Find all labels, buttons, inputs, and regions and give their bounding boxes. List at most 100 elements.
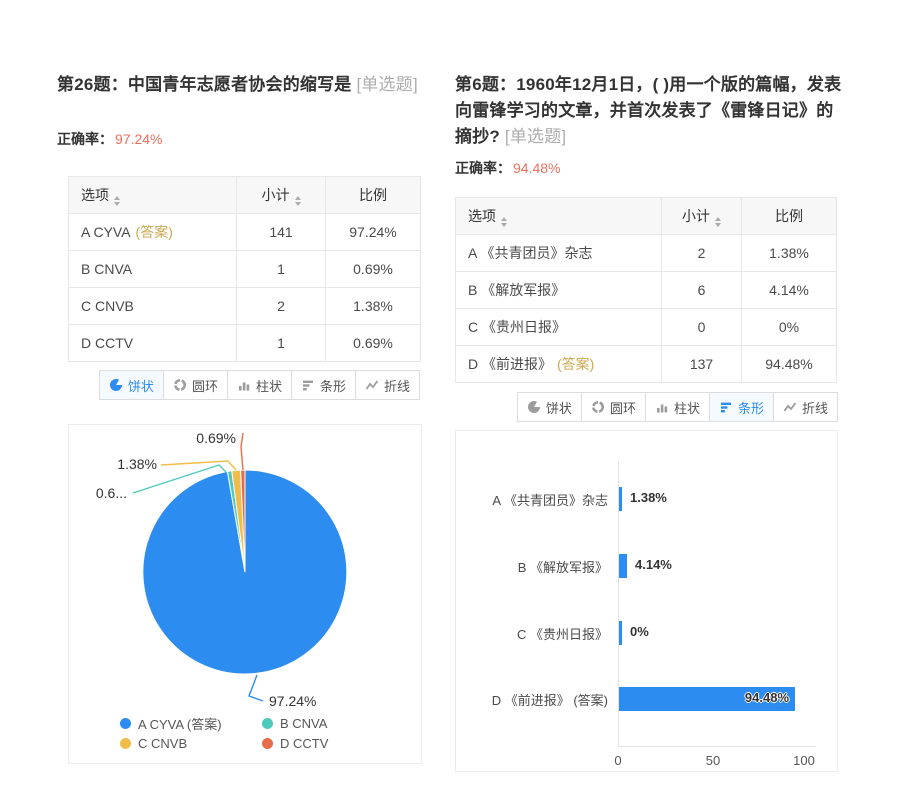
tab-pie-chart[interactable]: 饼状 xyxy=(516,392,582,422)
tab-donut-chart[interactable]: 圆环 xyxy=(162,370,228,400)
pie-label-line xyxy=(160,460,237,471)
y-axis-line xyxy=(618,461,619,746)
count-cell: 141 xyxy=(236,213,326,251)
legend-dot-orange xyxy=(262,738,273,749)
bar-value-label: 1.38% xyxy=(630,490,667,505)
bar xyxy=(619,554,627,578)
bar xyxy=(619,487,622,511)
pie-icon xyxy=(527,400,540,413)
pie-value-label: 0.6... xyxy=(96,485,127,501)
count-cell: 2 xyxy=(661,234,742,272)
table-row: D 《前进报》 (答案) 137 94.48% xyxy=(455,345,837,383)
ratio-cell: 0% xyxy=(741,308,837,346)
legend-dot-yellow xyxy=(120,738,131,749)
table-row: D CCTV 1 0.69% xyxy=(68,324,421,362)
correct-rate-label: 正确率： xyxy=(455,160,511,176)
question-6-type-tag: [单选题] xyxy=(499,127,567,146)
column-header-option[interactable]: 选项 xyxy=(68,176,237,214)
donut-icon xyxy=(591,401,604,413)
pie-value-label: 97.24% xyxy=(269,693,316,709)
ratio-cell: 97.24% xyxy=(325,213,421,251)
table-header-row: 选项 小计 比例 xyxy=(455,197,837,235)
pie-legend: A CYVA (答案) B CNVA C CNVB D CCTV xyxy=(69,714,421,751)
x-axis-tick: 50 xyxy=(705,753,721,768)
bar-value-label: 0% xyxy=(630,624,649,639)
count-cell: 1 xyxy=(236,324,326,362)
ratio-cell: 4.14% xyxy=(741,271,837,309)
column-header-option[interactable]: 选项 xyxy=(455,197,662,235)
tab-pie-chart[interactable]: 饼状 xyxy=(98,370,164,400)
ratio-cell: 1.38% xyxy=(325,287,421,325)
answer-tag: (答案) xyxy=(135,224,173,240)
table-row: B 《解放军报》 6 4.14% xyxy=(455,271,837,309)
sort-icon xyxy=(114,195,120,206)
column-icon xyxy=(656,404,668,413)
pie-chart: 97.24% 0.6... 1.38% 0.69% xyxy=(96,430,348,709)
pie-icon xyxy=(109,378,122,391)
x-axis-line xyxy=(618,746,816,747)
question-6-results-table: 选项 小计 比例 A 《共青团员》杂志 2 1.38% B 《解放军报》 6 4… xyxy=(455,197,837,383)
correct-rate-label: 正确率： xyxy=(57,131,113,147)
table-row: C 《贵州日报》 0 0% xyxy=(455,308,837,346)
question-6-title-text: 第6题：1960年12月1日，( )用一个版的篇幅，发表向雷锋学习的文章，并首次… xyxy=(455,75,842,146)
legend-item-d[interactable]: D CCTV xyxy=(262,736,370,751)
bar-chart: A 《共青团员》杂志 1.38% B 《解放军报》 4.14% C 《贵州日报》 0% D … xyxy=(456,431,837,771)
table-row: C CNVB 2 1.38% xyxy=(68,287,421,325)
tab-column-chart[interactable]: 柱状 xyxy=(226,370,292,400)
chart-type-tabs-q26: 饼状 圆环 柱状 条形 折线 xyxy=(68,370,420,400)
bar-category-label: B 《解放军报》 xyxy=(517,560,608,575)
column-icon xyxy=(238,382,250,391)
legend-item-c[interactable]: C CNVB xyxy=(120,736,262,751)
tab-column-chart[interactable]: 柱状 xyxy=(644,392,710,422)
tab-bar-chart[interactable]: 条形 xyxy=(708,392,774,422)
sort-icon xyxy=(715,216,721,227)
column-header-count[interactable]: 小计 xyxy=(661,197,742,235)
option-label: B 《解放军报》 xyxy=(468,282,566,298)
bar xyxy=(619,621,622,645)
bar-category-label: C 《贵州日报》 xyxy=(516,627,608,642)
bar-chart-card: A 《共青团员》杂志 1.38% B 《解放军报》 4.14% C 《贵州日报》 0% D … xyxy=(455,430,838,772)
bar-category-label: D 《前进报》 (答案) xyxy=(491,693,608,708)
x-axis-tick: 0 xyxy=(614,753,622,768)
tab-donut-chart[interactable]: 圆环 xyxy=(580,392,646,422)
ratio-cell: 0.69% xyxy=(325,250,421,288)
bar xyxy=(619,687,795,711)
bar-icon xyxy=(720,402,731,413)
ratio-cell: 0.69% xyxy=(325,324,421,362)
option-label: D 《前进报》 xyxy=(468,356,552,372)
line-icon xyxy=(365,380,379,390)
pie-value-label: 0.69% xyxy=(196,430,236,446)
question-26-title: 第26题：中国青年志愿者协会的缩写是 [单选题] xyxy=(57,72,425,98)
column-header-count[interactable]: 小计 xyxy=(236,176,326,214)
legend-item-b[interactable]: B CNVA xyxy=(262,714,370,733)
answer-tag: (答案) xyxy=(557,356,595,372)
bar-value-label: 94.48% xyxy=(744,690,789,705)
chart-type-tabs-q6: 饼状 圆环 柱状 条形 折线 xyxy=(455,392,838,422)
pie-slice xyxy=(240,469,246,573)
line-icon xyxy=(783,402,797,412)
column-header-ratio: 比例 xyxy=(741,197,837,235)
x-axis-tick: 100 xyxy=(793,753,815,768)
tab-line-chart[interactable]: 折线 xyxy=(354,370,420,400)
question-26-title-text: 第26题：中国青年志愿者协会的缩写是 xyxy=(57,75,352,94)
pie-label-line xyxy=(132,464,227,494)
option-label: C CNVB xyxy=(81,298,134,314)
ratio-cell: 94.48% xyxy=(741,345,837,383)
legend-dot-teal xyxy=(262,718,273,729)
tab-bar-chart[interactable]: 条形 xyxy=(290,370,356,400)
option-label: C 《贵州日报》 xyxy=(468,319,566,335)
pie-chart-card: 97.24% 0.6... 1.38% 0.69% A CYVA (答案) B CNV… xyxy=(68,424,422,764)
count-cell: 1 xyxy=(236,250,326,288)
correct-rate-value: 97.24% xyxy=(115,131,163,147)
tab-line-chart[interactable]: 折线 xyxy=(772,392,838,422)
question-26-type-tag: [单选题] xyxy=(351,75,418,94)
ratio-cell: 1.38% xyxy=(741,234,837,272)
bar-icon xyxy=(302,380,313,391)
table-row: A 《共青团员》杂志 2 1.38% xyxy=(455,234,837,272)
pie-value-label: 1.38% xyxy=(117,456,157,472)
option-label: A CYVA xyxy=(81,224,131,240)
table-row: B CNVA 1 0.69% xyxy=(68,250,421,288)
legend-item-a[interactable]: A CYVA (答案) xyxy=(120,714,262,733)
count-cell: 2 xyxy=(236,287,326,325)
